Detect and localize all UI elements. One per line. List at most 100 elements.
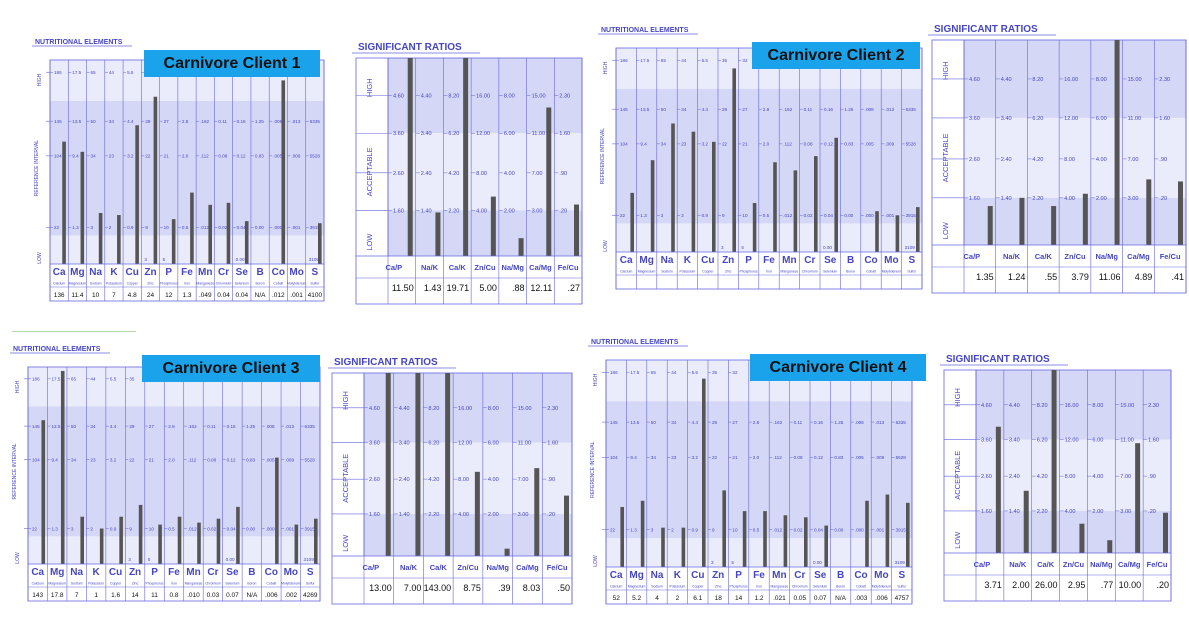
scale-label: 32: [742, 58, 748, 63]
ratios-chart-4: SIGNIFICANT RATIOS HIGH ACCEPTABLE LOW 4.60 4…: [940, 354, 1172, 602]
scale-label: 2.8: [182, 119, 189, 124]
scale-label: .013: [885, 107, 894, 112]
name-se: Selenium: [823, 270, 837, 274]
value-mn: .021: [773, 595, 786, 602]
scale-label: 11.00: [1128, 116, 1142, 122]
scale-label: 0.11: [804, 107, 813, 112]
scale-label: 10: [164, 225, 170, 230]
element-bar-se: [236, 506, 240, 564]
ratio-category: Ca/P: [974, 560, 991, 569]
scale-label: 1.60: [369, 512, 380, 518]
low-mark: 3: [128, 557, 131, 562]
ratio-value: .41: [1171, 272, 1184, 282]
ratio-bar-4: [1114, 40, 1120, 245]
scale-label: 5528: [305, 457, 316, 462]
name-p: Phosphorus: [160, 282, 178, 286]
element-bar-zn: [153, 96, 158, 264]
name-cu: Copper: [127, 282, 139, 286]
element-bar-k: [681, 527, 686, 567]
symbol-co: Co: [265, 567, 278, 578]
scale-label: 65: [661, 58, 667, 63]
name-zn: Zinc: [132, 582, 139, 586]
name-s: Sulfur: [306, 582, 316, 586]
scale-label: 2.40: [1001, 157, 1012, 163]
scale-label: 0.9: [127, 225, 134, 230]
ratio-category: Ca/Mg: [1127, 252, 1150, 261]
symbol-k: K: [110, 267, 118, 278]
scale-label: 10: [732, 528, 738, 533]
scale-label: 17.5: [72, 70, 81, 75]
scale-label: 3.40: [421, 131, 432, 137]
ratio-value: 10.00: [1119, 580, 1142, 590]
ratio-category: Ca/Mg: [516, 563, 539, 572]
low-label: LOW: [37, 252, 43, 264]
symbol-cu: Cu: [109, 567, 122, 578]
scale-label: 2.00: [1092, 509, 1103, 515]
ratio-category: Zn/Cu: [474, 263, 496, 272]
ratio-value: .39: [498, 583, 511, 593]
name-b: Boron: [846, 270, 855, 274]
symbol-b: B: [256, 267, 263, 278]
scale-label: 7.00: [518, 477, 529, 483]
value-s: 4100: [308, 292, 323, 299]
name-p: Phosphorus: [740, 270, 758, 274]
scale-label: 2.20: [448, 208, 459, 214]
low-mark: 3109: [895, 560, 906, 565]
element-bar-ca: [630, 192, 634, 252]
scale-label: .112: [188, 457, 197, 462]
ratio-value: 11.06: [1099, 272, 1121, 282]
ratio-value: 13.00: [369, 583, 392, 593]
symbol-b: B: [248, 567, 255, 578]
scale-label: 2.30: [1148, 403, 1159, 409]
scale-label: 16.00: [476, 94, 490, 100]
level-label-acceptable: ACCEPTABLE: [941, 133, 950, 182]
symbol-cu: Cu: [691, 570, 704, 581]
scale-label: 22: [712, 455, 718, 460]
scale-label: 11.00: [532, 131, 546, 137]
scale-label: .005: [266, 457, 275, 462]
scale-label: 2.30: [559, 94, 570, 100]
ratio-category: Ca/K: [430, 563, 448, 572]
ratio-category: Na/K: [400, 563, 418, 572]
scale-label: 3.60: [969, 116, 980, 122]
high-label: HIGH: [603, 61, 609, 74]
scale-label: .008: [273, 119, 282, 124]
scale-label: 9: [129, 526, 132, 531]
value-co: .012: [272, 292, 285, 299]
scale-label: .009: [285, 457, 294, 462]
name-cu: Copper: [110, 582, 122, 586]
scale-label: 35: [712, 370, 718, 375]
value-mo: .001: [290, 292, 303, 299]
scale-label: 104: [32, 457, 40, 462]
reference-band: [616, 88, 922, 224]
symbol-mg: Mg: [70, 267, 84, 278]
scale-label: 104: [620, 142, 628, 147]
reference-interval-label: REFERENCE INTERVAL: [600, 128, 606, 184]
name-mg: Magnesium: [638, 270, 656, 274]
scale-label: 0.83: [844, 142, 853, 147]
scale-label: 34: [91, 154, 97, 159]
value-p: 12: [165, 292, 173, 299]
scale-label: 2.40: [1009, 474, 1020, 480]
low-mark: 0.00: [226, 557, 235, 562]
element-bar-mg: [60, 370, 65, 564]
name-p: Phosphorus: [145, 582, 163, 586]
scale-label: .90: [547, 477, 555, 483]
ratio-bar-5: [534, 468, 540, 556]
ratio-category: Na/K: [1009, 560, 1027, 569]
low-mark: 0.00: [813, 560, 822, 565]
elements-title: NUTRITIONAL ELEMENTS: [35, 39, 123, 46]
scale-label: 23: [90, 457, 96, 462]
ratio-value: 12.11: [530, 283, 552, 293]
reference-interval-label: REFERENCE INTERVAL: [12, 443, 18, 499]
scale-label: 8.00: [488, 406, 499, 412]
high-label: HIGH: [15, 380, 21, 393]
low-mark: 5: [148, 557, 151, 562]
scale-label: .000: [266, 526, 275, 531]
element-bar-se: [244, 221, 249, 264]
scale-label: 13.5: [51, 424, 60, 429]
scale-label: 3.60: [369, 441, 380, 447]
level-label-low: LOW: [941, 221, 950, 239]
scale-label: .005: [273, 154, 282, 159]
ratios-chart-1: SIGNIFICANT RATIOS HIGH ACCEPTABLE LOW 4.60 4…: [352, 42, 583, 305]
